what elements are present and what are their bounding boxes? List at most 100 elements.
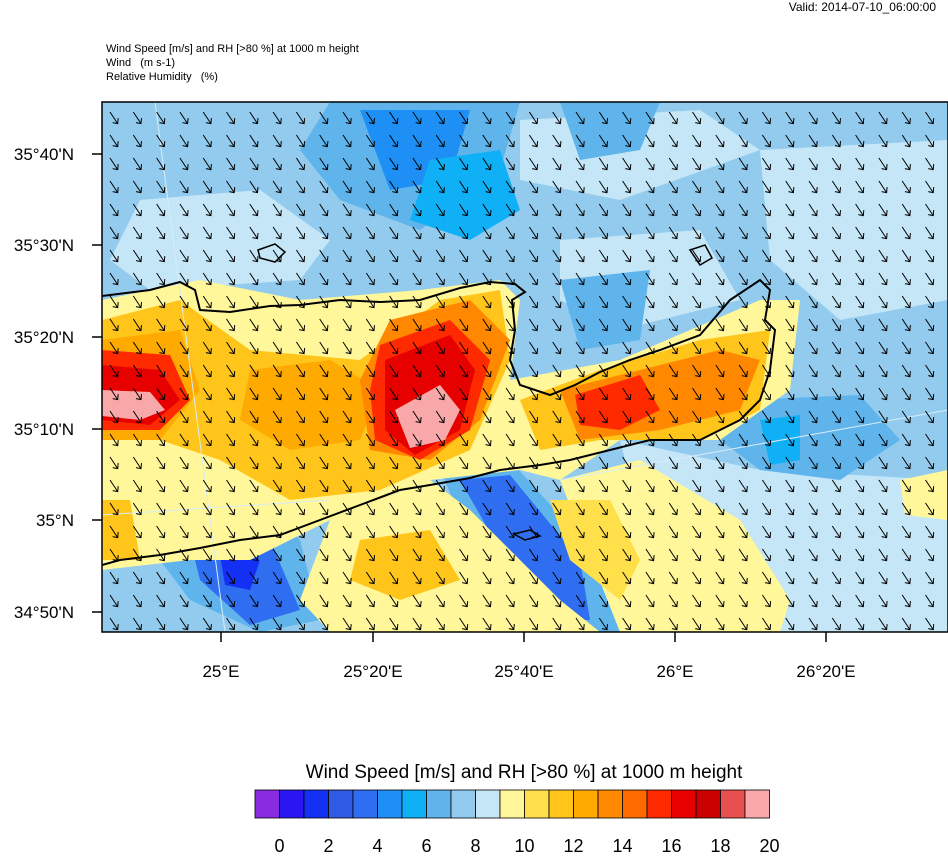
colorbar-label: 14	[612, 836, 633, 856]
wind-arrow	[575, 295, 585, 309]
wind-arrow	[249, 433, 259, 447]
wind-arrow	[552, 456, 562, 470]
lon-label: 26°E	[656, 662, 693, 681]
wind-arrow	[482, 387, 492, 401]
wind-arrow	[552, 249, 562, 263]
wind-arrow	[272, 157, 282, 171]
wind-arrow	[738, 548, 748, 562]
wind-arrow	[878, 134, 888, 148]
wind-arrow	[202, 456, 212, 470]
wind-arrow	[831, 295, 841, 309]
wind-arrow	[855, 272, 865, 286]
wind-arrow	[459, 157, 469, 171]
wind-arrow	[738, 617, 748, 631]
wind-arrow	[855, 456, 865, 470]
wind-arrow	[552, 479, 562, 493]
wind-arrow	[505, 433, 515, 447]
wind-arrow	[692, 180, 702, 194]
wind-arrow	[156, 571, 166, 585]
wind-arrow	[342, 387, 352, 401]
wind-arrow	[342, 525, 352, 539]
wind-arrow	[389, 134, 399, 148]
wind-arrow	[319, 617, 329, 631]
wind-arrow	[552, 387, 562, 401]
wind-arrow	[389, 456, 399, 470]
wind-arrow	[692, 479, 702, 493]
wind-arrow	[109, 594, 119, 608]
wind-arrow	[552, 203, 562, 217]
wind-arrow	[249, 203, 259, 217]
wind-arrow	[249, 341, 259, 355]
wind-arrow	[109, 180, 119, 194]
wind-arrow	[715, 479, 725, 493]
wind-arrow	[389, 387, 399, 401]
wind-arrow	[831, 272, 841, 286]
wind-arrow	[925, 502, 935, 516]
wind-arrow	[785, 203, 795, 217]
wind-arrow	[528, 111, 539, 125]
wind-arrow	[412, 111, 422, 125]
island-south	[511, 529, 542, 541]
wind-arrow	[342, 203, 352, 217]
lat-label: 35°40'N	[14, 145, 74, 164]
wind-arrow	[622, 479, 632, 493]
wind-arrow	[319, 410, 329, 424]
wind-arrow	[692, 157, 702, 171]
wind-arrow	[598, 180, 608, 194]
wind-arrow	[249, 479, 259, 493]
lat-label: 35°10'N	[14, 420, 74, 439]
wind-arrow	[319, 571, 329, 585]
wind-arrow	[528, 594, 539, 608]
wind-arrow	[482, 364, 492, 378]
wind-arrow	[738, 318, 748, 332]
wind-arrow	[925, 203, 935, 217]
wind-arrow	[552, 111, 562, 125]
wind-arrow	[249, 594, 259, 608]
wind-arrow	[109, 157, 119, 171]
wind-arrow	[831, 594, 841, 608]
wind-arrow	[132, 364, 142, 378]
wind-arrow	[575, 571, 585, 585]
wind-arrow	[901, 456, 911, 470]
wind-arrow	[132, 249, 142, 263]
wind-arrow	[715, 318, 725, 332]
wind-arrow	[459, 134, 469, 148]
wind-arrow	[552, 433, 562, 447]
wind-arrow	[785, 180, 795, 194]
wind-arrow	[505, 571, 515, 585]
wind-arrow	[505, 295, 515, 309]
wind-arrow	[528, 272, 539, 286]
wind-arrow	[761, 410, 772, 424]
wind-arrow	[365, 364, 375, 378]
colorbar-swatch	[720, 789, 746, 819]
wind-arrow	[459, 433, 469, 447]
wind-arrow	[226, 157, 236, 171]
wind-arrow	[156, 295, 166, 309]
wind-arrow	[808, 134, 818, 148]
wind-arrow	[901, 226, 911, 240]
wind-arrow	[435, 134, 445, 148]
wind-arrow	[645, 134, 655, 148]
wind-arrow	[785, 479, 795, 493]
colorbar-label: 2	[323, 836, 334, 856]
wind-arrow	[738, 456, 748, 470]
wind-arrow	[272, 226, 282, 240]
wind-arrow	[622, 387, 632, 401]
wind-arrow	[831, 525, 841, 539]
wind-arrow	[295, 341, 306, 355]
wind-arrow	[575, 502, 585, 516]
wind-arrow	[179, 456, 189, 470]
wind-arrow	[692, 617, 702, 631]
wind-arrow	[365, 111, 375, 125]
wind-arrow	[226, 180, 236, 194]
wind-arrow	[435, 456, 445, 470]
wind-arrow	[389, 548, 399, 562]
wind-arrow	[109, 364, 119, 378]
wind-arrow	[761, 203, 772, 217]
wind-arrow	[319, 456, 329, 470]
wind-arrow	[132, 226, 142, 240]
wind-arrow	[459, 548, 469, 562]
wind-arrow	[109, 272, 119, 286]
wind-arrow	[249, 180, 259, 194]
wind-arrow	[901, 249, 911, 263]
